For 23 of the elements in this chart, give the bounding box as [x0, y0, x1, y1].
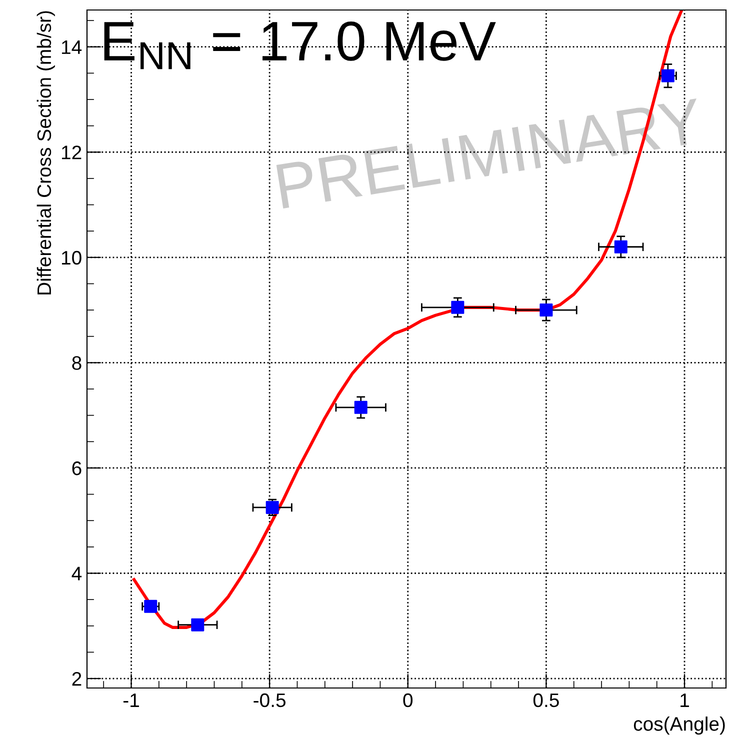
x-tick-label: -1: [123, 694, 139, 707]
x-axis-title: cos(Angle): [634, 716, 725, 735]
y-tick-label: 6: [72, 461, 82, 476]
point: [354, 400, 368, 414]
point: [266, 500, 279, 514]
chart-title: E$_{NN}$ = 17.0 MeV: [104, 22, 496, 70]
point: [144, 600, 158, 613]
point: [451, 300, 464, 314]
point: [614, 240, 628, 254]
y-tick-label: 10: [62, 250, 82, 265]
x-tick-label: 0.5: [533, 693, 559, 708]
x-tick-label: -0.5: [254, 693, 286, 708]
y-tick-label: 14: [62, 40, 82, 54]
x-tick-label: 0: [403, 693, 413, 708]
point: [661, 69, 674, 82]
y-tick-label: 8: [72, 356, 82, 370]
point: [191, 618, 204, 632]
y-tick-label: 4: [72, 566, 82, 580]
y-axis-title: Differential Cross Section (mb/sr): [36, 11, 55, 294]
y-tick-label: 2: [72, 672, 82, 686]
x-tick-label: 1: [680, 694, 689, 707]
point: [540, 304, 553, 317]
y-tick-label: 12: [62, 146, 82, 160]
